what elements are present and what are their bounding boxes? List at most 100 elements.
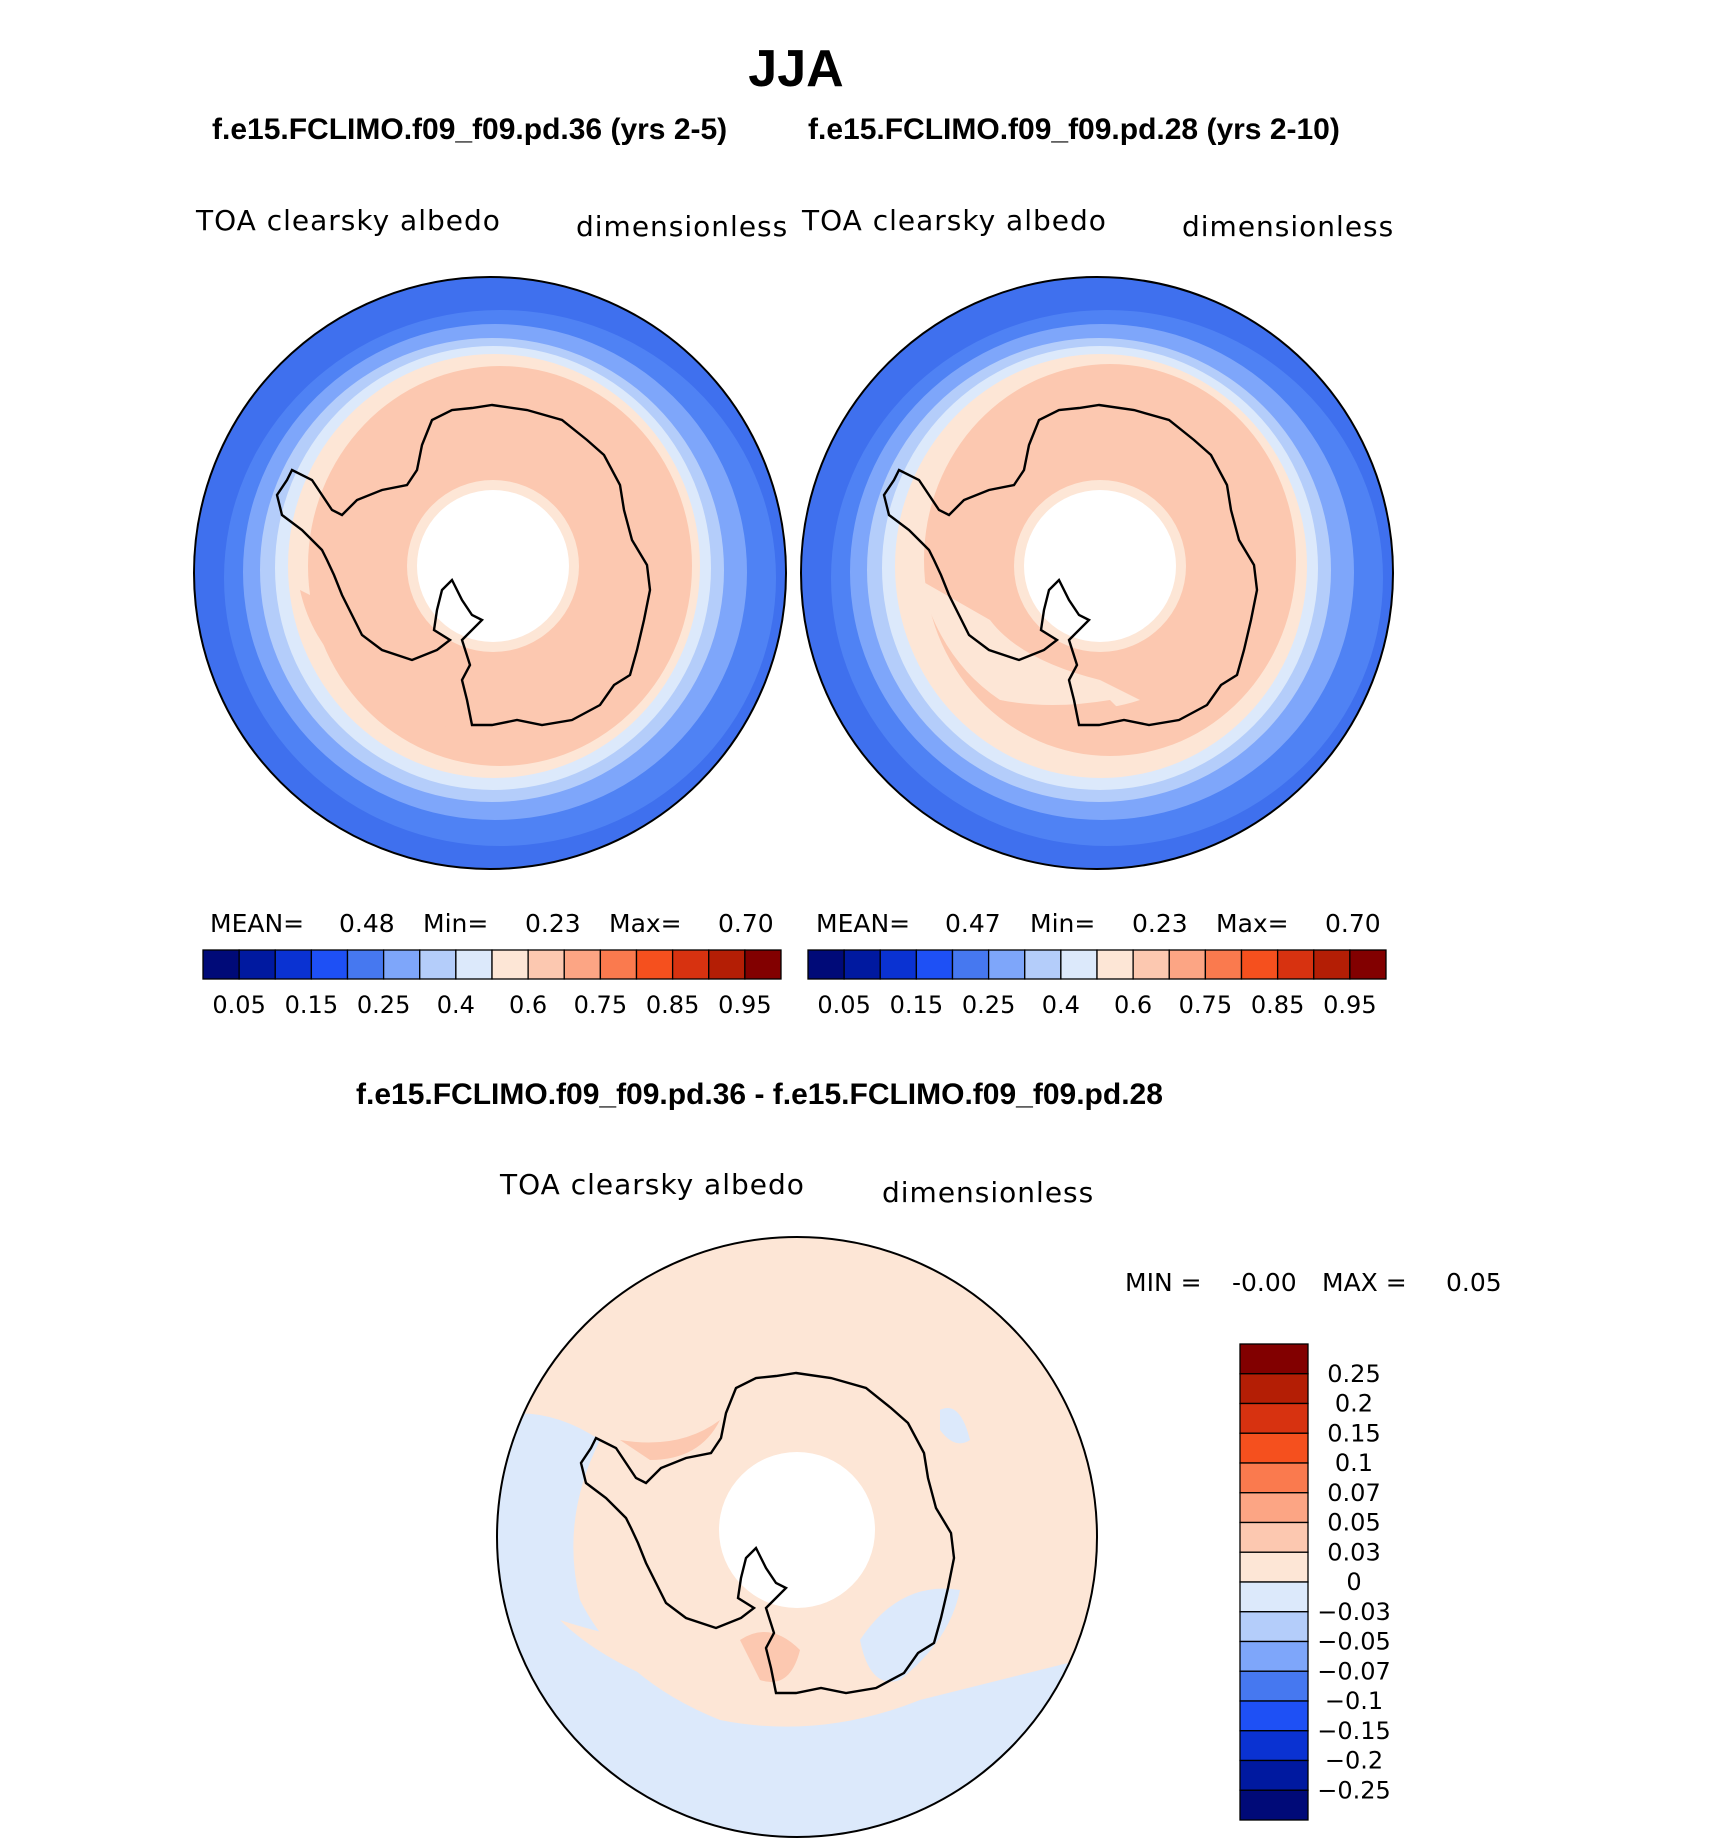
colorbar-left-swatch [346, 949, 385, 980]
colorbar-left-swatch [310, 949, 349, 980]
colorbar-difference: 0.250.20.150.10.070.050.030−0.03−0.05−0.… [1239, 1343, 1391, 1821]
variable-label-left: TOA clearsky albedo [195, 204, 501, 237]
colorbar-right-swatch [1240, 949, 1279, 980]
min-label-right: Min= [1030, 909, 1095, 938]
colorbar-left-tick-label: 0.05 [212, 991, 265, 1019]
units-label-diff: dimensionless [882, 1176, 1094, 1209]
colorbar-right-swatch [915, 949, 954, 980]
colorbar-right-swatch [1349, 949, 1387, 980]
colorbar-difference-swatch [1239, 1373, 1309, 1405]
panel-left: TOA clearsky albedo dimensionless MEAN= … [193, 204, 788, 1019]
colorbar-right-swatch [1096, 949, 1134, 980]
colorbar-difference-tick-label: 0.03 [1327, 1538, 1380, 1566]
colorbar-left-swatch [671, 949, 710, 980]
max-value-left: 0.70 [718, 909, 774, 938]
colorbar-difference-swatch [1239, 1343, 1309, 1375]
colorbar-right-tick-label: 0.15 [890, 991, 943, 1019]
units-label-left: dimensionless [576, 210, 788, 243]
colorbar-difference-swatch [1239, 1521, 1309, 1553]
colorbar-difference-swatch [1239, 1432, 1309, 1464]
colorbar-difference-tick-label: 0.15 [1327, 1419, 1380, 1447]
colorbar-difference-swatch [1239, 1402, 1309, 1434]
colorbar-right-swatch [879, 949, 918, 980]
colorbar-difference-swatch [1239, 1700, 1309, 1732]
diff-max-value: 0.05 [1446, 1268, 1502, 1297]
figure-title: JJA [748, 40, 843, 98]
colorbar-right-swatch [1024, 949, 1062, 980]
colorbar-right: 0.05 0.15 0.25 0.4 0.6 0.75 0.85 0.95 [807, 949, 1387, 1019]
colorbar-difference-tick-label: 0.1 [1335, 1449, 1373, 1477]
colorbar-right-swatch [1132, 949, 1170, 980]
colorbar-difference-tick-label: 0 [1346, 1568, 1361, 1596]
colorbar-left-swatch [238, 949, 276, 980]
colorbar-difference-swatch [1239, 1670, 1309, 1702]
colorbar-left-swatch [635, 949, 674, 980]
max-label-left: Max= [609, 909, 682, 938]
colorbar-difference-tick-label: 0.05 [1327, 1509, 1380, 1537]
colorbar-left-swatch [382, 949, 421, 980]
colorbar-difference-tick-label: 0.2 [1335, 1390, 1373, 1418]
case-label-right: f.e15.FCLIMO.f09_f09.pd.28 (yrs 2-10) [808, 113, 1340, 146]
colorbar-right-tick-label: 0.25 [962, 991, 1015, 1019]
colorbar-right-swatch [1060, 949, 1098, 980]
colorbar-left-swatch [419, 949, 457, 980]
diff-max-label: MAX = [1322, 1268, 1407, 1297]
colorbar-difference-swatch [1239, 1640, 1309, 1672]
colorbar-difference-tick-label: −0.2 [1325, 1747, 1383, 1775]
variable-label-right: TOA clearsky albedo [801, 204, 1107, 237]
panel-right: TOA clearsky albedo dimensionless MEAN= … [800, 204, 1394, 1019]
colorbar-right-swatch [1204, 949, 1243, 980]
colorbar-right-tick-label: 0.85 [1251, 991, 1304, 1019]
min-label-left: Min= [423, 909, 488, 938]
colorbar-right-swatch [807, 949, 845, 980]
mean-label-left: MEAN= [210, 909, 304, 938]
colorbar-difference-tick-label: −0.1 [1325, 1687, 1383, 1715]
polar-map-right [801, 277, 1393, 869]
colorbar-difference-tick-label: −0.07 [1317, 1657, 1391, 1685]
colorbar-difference-swatch [1239, 1730, 1309, 1762]
min-value-right: 0.23 [1132, 909, 1188, 938]
colorbar-left: 0.05 0.15 0.25 0.4 0.6 0.75 0.85 0.95 [202, 949, 782, 1019]
colorbar-left-swatch [744, 949, 782, 980]
polar-map-difference [497, 1237, 1097, 1837]
colorbar-right-tick-label: 0.6 [1114, 991, 1152, 1019]
colorbar-difference-swatch [1239, 1611, 1309, 1643]
colorbar-left-tick-label: 0.95 [718, 991, 771, 1019]
stats-line-right: MEAN= 0.47 Min= 0.23 Max= 0.70 [816, 909, 1381, 938]
stats-line-left: MEAN= 0.48 Min= 0.23 Max= 0.70 [210, 909, 774, 938]
colorbar-left-tick-label: 0.85 [646, 991, 699, 1019]
map-border-difference [496, 1236, 1098, 1838]
units-label-right: dimensionless [1182, 210, 1394, 243]
difference-title: f.e15.FCLIMO.f09_f09.pd.36 - f.e15.FCLIM… [356, 1078, 1163, 1111]
colorbar-left-swatch [274, 949, 313, 980]
colorbar-left-swatch [563, 949, 602, 980]
colorbar-right-swatch [1168, 949, 1207, 980]
colorbar-difference-swatch [1239, 1581, 1309, 1613]
colorbar-right-swatch [1276, 949, 1315, 980]
difference-stats: MIN = -0.00 MAX = 0.05 [1125, 1268, 1502, 1297]
colorbar-left-swatch [708, 949, 746, 980]
map-border-right [800, 276, 1394, 870]
max-label-right: Max= [1216, 909, 1289, 938]
colorbar-right-swatch [987, 949, 1026, 980]
mean-value-left: 0.48 [339, 909, 395, 938]
polar-map-left [194, 277, 786, 869]
colorbar-difference-swatch [1239, 1492, 1309, 1524]
colorbar-left-swatch [202, 949, 240, 980]
colorbar-right-tick-label: 0.95 [1323, 991, 1376, 1019]
colorbar-difference-tick-label: −0.03 [1317, 1598, 1391, 1626]
map-border-left [193, 276, 787, 870]
colorbar-left-tick-label: 0.25 [357, 991, 410, 1019]
colorbar-difference-tick-label: −0.15 [1317, 1717, 1391, 1745]
colorbar-difference-swatch [1239, 1551, 1309, 1583]
colorbar-right-swatch [951, 949, 990, 980]
colorbar-right-tick-label: 0.75 [1179, 991, 1232, 1019]
colorbar-left-swatch [491, 949, 529, 980]
colorbar-difference-swatch [1239, 1462, 1309, 1494]
colorbar-left-swatch [599, 949, 638, 980]
colorbar-difference-tick-label: 0.07 [1327, 1479, 1380, 1507]
colorbar-difference-tick-label: −0.05 [1317, 1628, 1391, 1656]
diff-min-label: MIN = [1125, 1268, 1202, 1297]
variable-label-diff: TOA clearsky albedo [499, 1168, 805, 1201]
